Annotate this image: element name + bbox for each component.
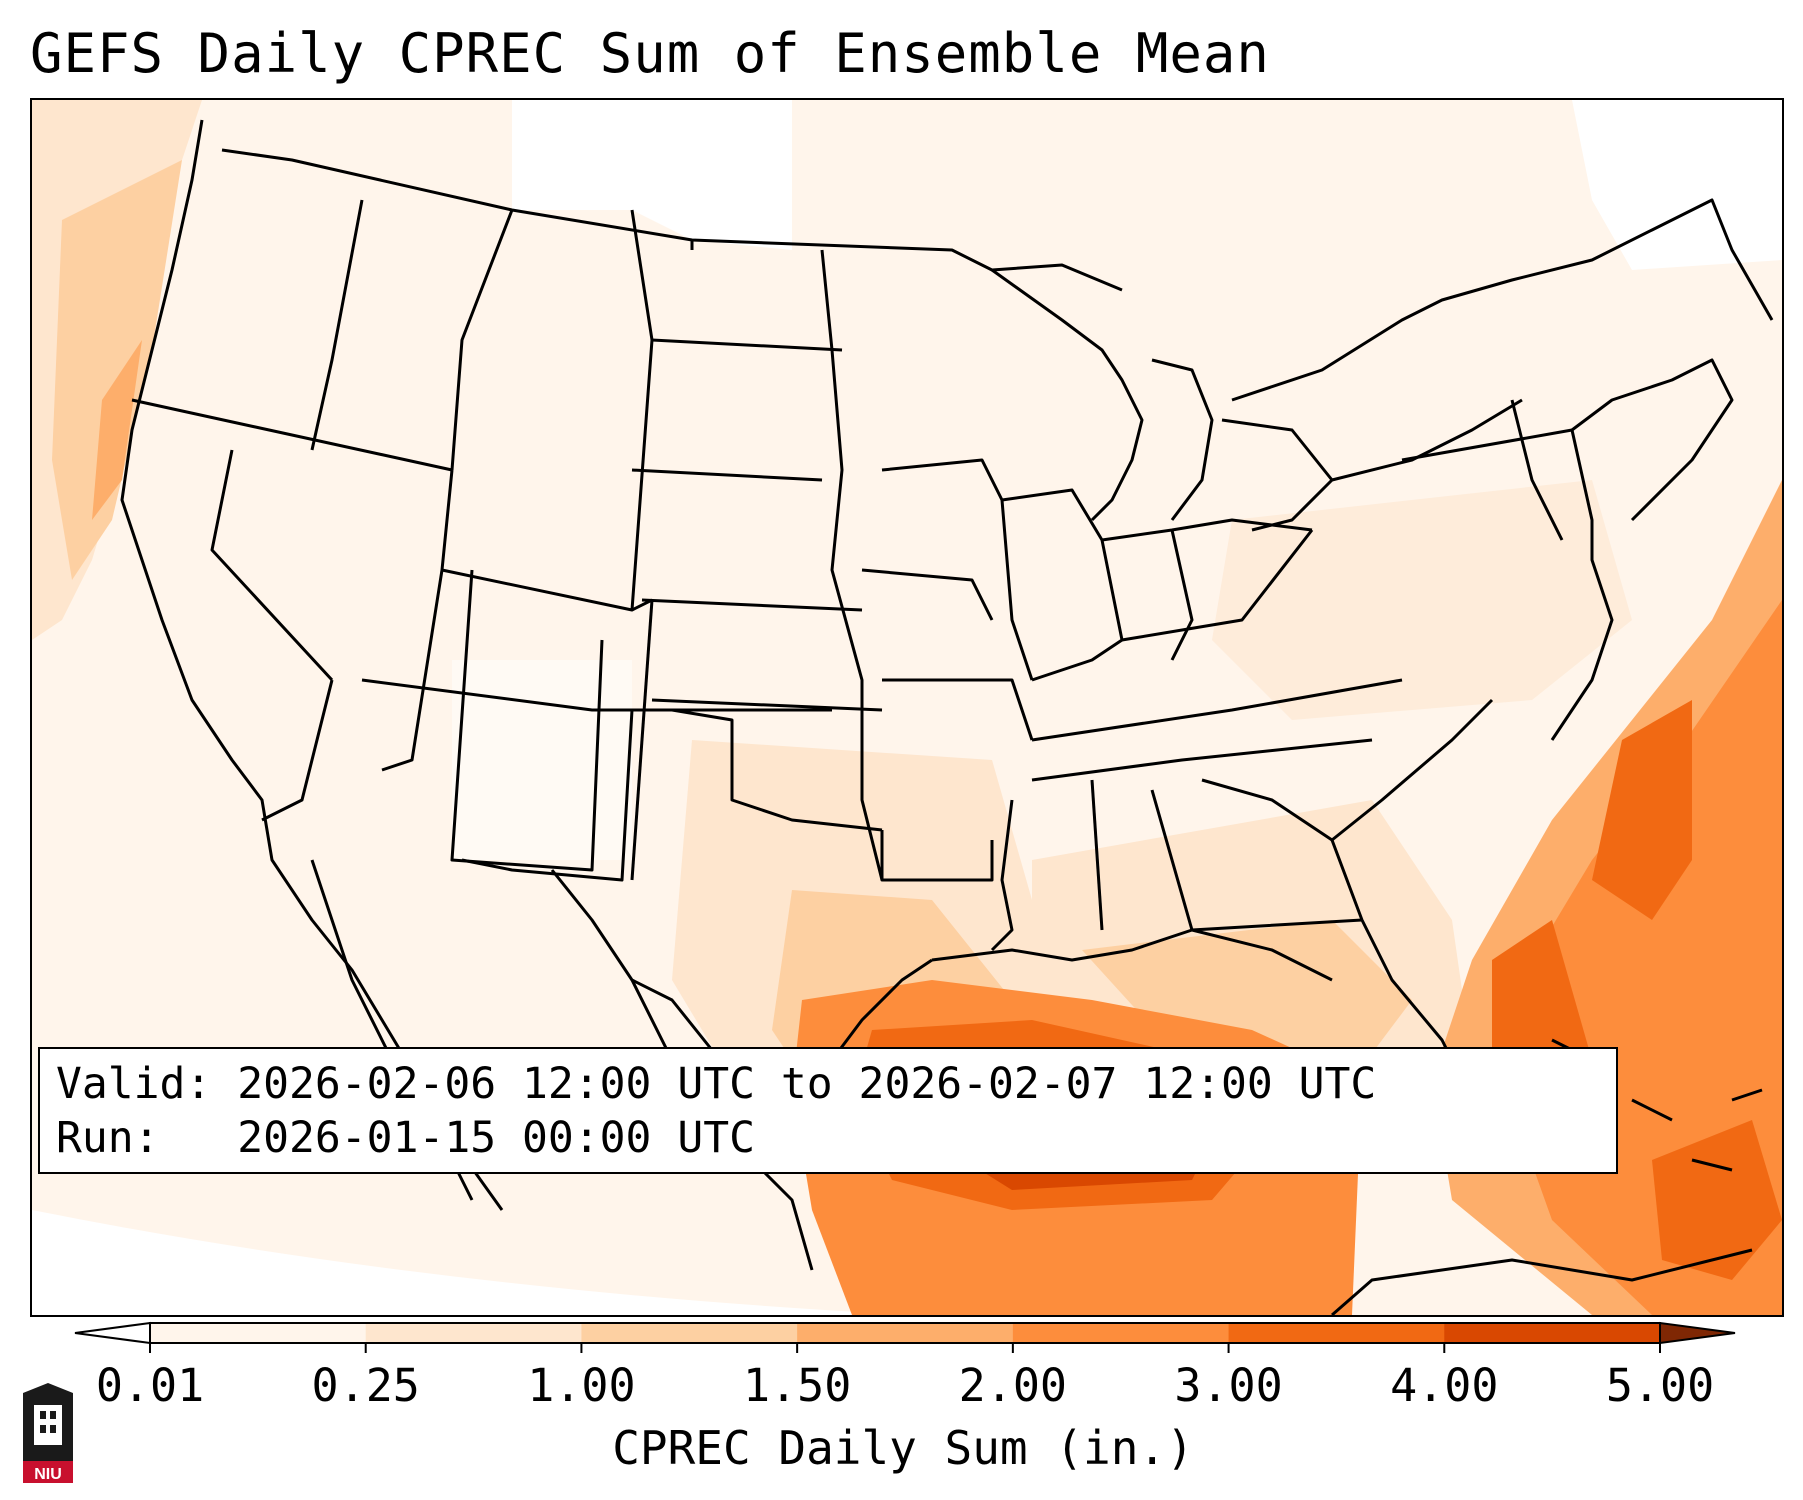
colorbar-segment bbox=[1444, 1323, 1661, 1343]
colorbar-segment bbox=[1012, 1323, 1230, 1343]
colorbar bbox=[74, 1321, 1736, 1353]
valid-value: 2026-02-06 12:00 UTC to 2026-02-07 12:00… bbox=[237, 1059, 1377, 1109]
colorbar-tick-label: 0.25 bbox=[311, 1359, 420, 1412]
map-title: GEFS Daily CPREC Sum of Ensemble Mean bbox=[30, 22, 1270, 85]
colorbar-tick-label: 0.01 bbox=[95, 1359, 205, 1412]
colorbar-tick-label: 1.00 bbox=[527, 1359, 636, 1412]
colorbar-tick-label: 3.00 bbox=[1174, 1359, 1283, 1412]
colorbar-segment bbox=[365, 1323, 582, 1343]
run-label: Run: bbox=[56, 1113, 160, 1163]
colorbar-segment bbox=[1228, 1323, 1445, 1343]
colorbar-tick-label: 5.00 bbox=[1605, 1359, 1715, 1412]
colorbar-segment bbox=[581, 1323, 798, 1343]
valid-label: Valid: bbox=[56, 1059, 212, 1109]
colorbar-under-arrow bbox=[74, 1321, 151, 1345]
colorbar-segment bbox=[797, 1323, 1014, 1343]
colorbar-label: CPREC Daily Sum (in.) bbox=[612, 1421, 1194, 1475]
colorbar-tick-label: 2.00 bbox=[958, 1359, 1068, 1412]
colorbar-over-arrow bbox=[1659, 1321, 1736, 1345]
state-borders bbox=[120, 119, 1774, 1315]
valid-line: Valid: 2026-02-06 12:00 UTC to 2026-02-0… bbox=[56, 1057, 1600, 1111]
niu-logo: NIU bbox=[23, 1383, 73, 1483]
colorbar-tick-label: 4.00 bbox=[1390, 1359, 1499, 1412]
run-line: Run: 2026-01-15 00:00 UTC bbox=[56, 1111, 1600, 1165]
run-value: 2026-01-15 00:00 UTC bbox=[237, 1113, 755, 1163]
logo-text: NIU bbox=[34, 1466, 62, 1483]
valid-run-info-box: Valid: 2026-02-06 12:00 UTC to 2026-02-0… bbox=[38, 1047, 1618, 1174]
colorbar-tick-label: 1.50 bbox=[742, 1359, 852, 1412]
colorbar-frame bbox=[149, 1322, 1661, 1344]
colorbar-segment bbox=[150, 1323, 367, 1343]
